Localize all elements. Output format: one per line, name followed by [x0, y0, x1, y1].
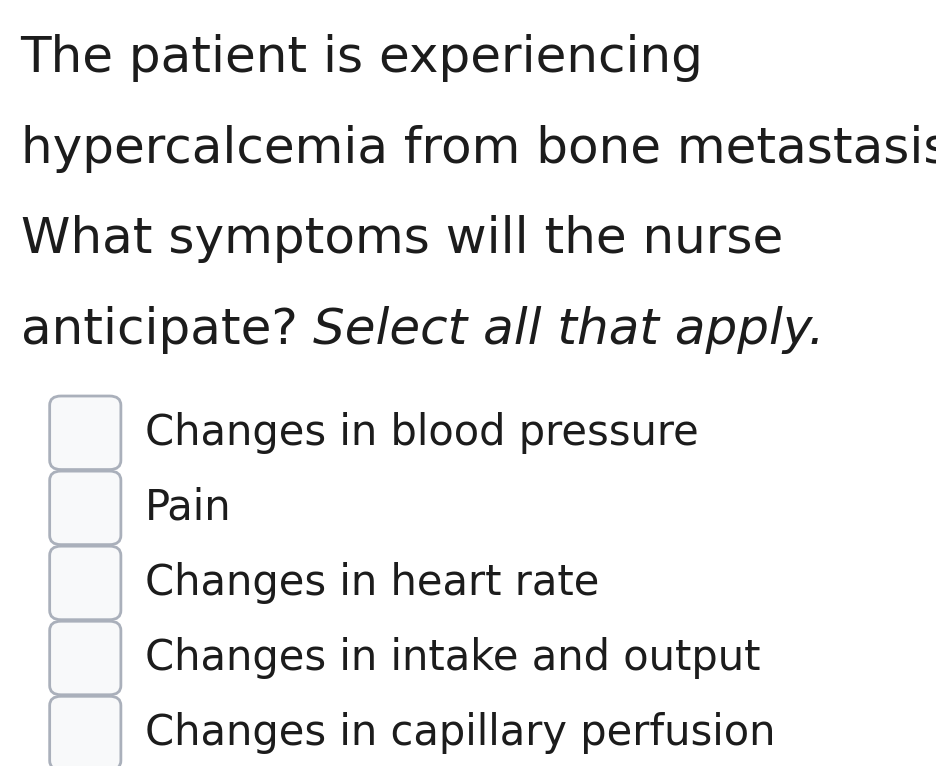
Text: Changes in capillary perfusion: Changes in capillary perfusion — [145, 712, 775, 754]
Text: What symptoms will the nurse: What symptoms will the nurse — [21, 215, 782, 264]
FancyBboxPatch shape — [50, 396, 121, 470]
Text: Select all that apply.: Select all that apply. — [313, 306, 824, 354]
Text: Changes in heart rate: Changes in heart rate — [145, 562, 599, 604]
Text: anticipate?: anticipate? — [21, 306, 313, 354]
Text: hypercalcemia from bone metastasis.: hypercalcemia from bone metastasis. — [21, 125, 936, 173]
FancyBboxPatch shape — [50, 546, 121, 620]
Text: Changes in blood pressure: Changes in blood pressure — [145, 412, 698, 453]
Text: Pain: Pain — [145, 487, 231, 529]
FancyBboxPatch shape — [50, 471, 121, 545]
FancyBboxPatch shape — [50, 621, 121, 695]
Text: The patient is experiencing: The patient is experiencing — [21, 34, 703, 83]
Text: Changes in intake and output: Changes in intake and output — [145, 637, 760, 679]
FancyBboxPatch shape — [50, 696, 121, 766]
